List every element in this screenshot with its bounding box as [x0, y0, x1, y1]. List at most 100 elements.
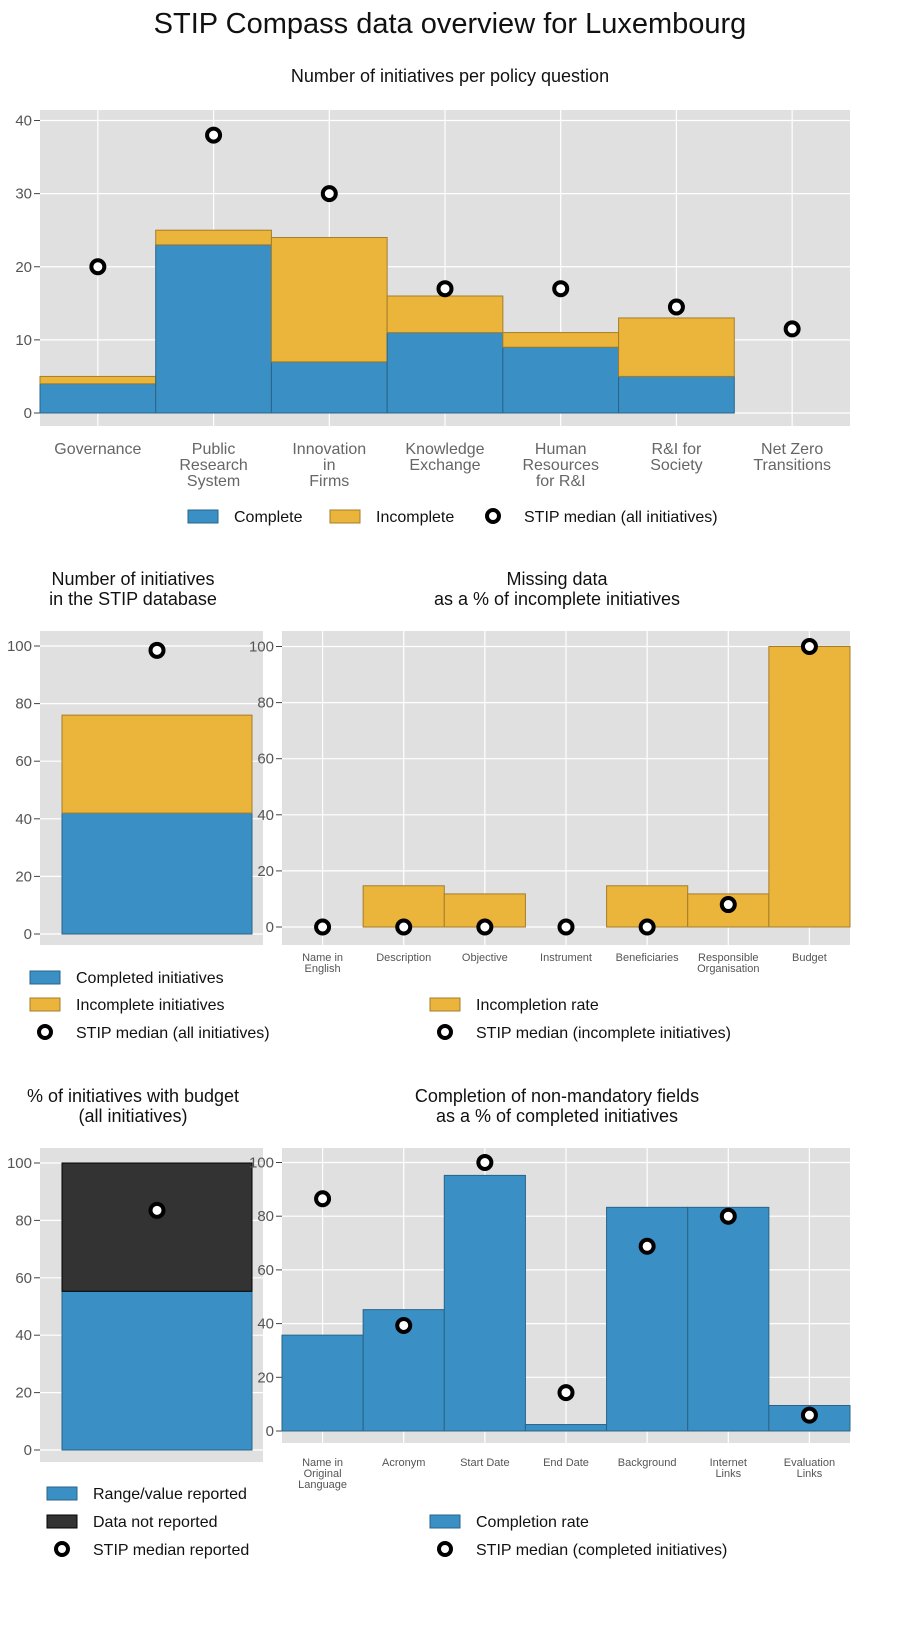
policy-category-label-line: for R&I: [536, 473, 586, 490]
total-legend-label: Incomplete initiatives: [76, 997, 225, 1014]
policy-legend-label: STIP median (all initiatives): [524, 509, 718, 526]
missing-median-marker: [476, 918, 494, 936]
missing-category-label-line: Budget: [792, 952, 827, 964]
total-legend-label: STIP median (all initiatives): [76, 1025, 270, 1042]
completion-chart: Completion of non-mandatory fields as a %…: [249, 1086, 851, 1559]
policy-category-label-line: Resources: [522, 457, 598, 474]
policy-category-label: Net Zero Transitions: [753, 441, 831, 474]
total-ytick-label: 0: [24, 926, 32, 943]
completion-category-label-line: Internet: [710, 1457, 747, 1469]
policy-bar-incomplete: [502, 332, 620, 348]
completion-title: Completion of non-mandatory fields as a %…: [415, 1086, 699, 1126]
completion-category-label: Internet Links: [710, 1457, 747, 1480]
missing-ytick-label: 60: [257, 751, 274, 768]
completion-category-label: End Date: [543, 1457, 589, 1469]
completion-bar-completion-rate: [524, 1424, 608, 1432]
policy-bar-incomplete: [618, 317, 735, 377]
page-title: STIP Compass data overview for Luxembour…: [153, 8, 747, 40]
total-title-line: in the STIP database: [49, 589, 217, 609]
budget-legend-swatch: [46, 1486, 78, 1501]
missing-legend-label: Incompletion rate: [476, 997, 599, 1014]
total-ytick-label: 20: [15, 868, 32, 885]
policy-median-marker: [89, 258, 107, 276]
missing-category-label-line: Objective: [462, 952, 508, 964]
budget-ytick-label: 80: [15, 1212, 32, 1229]
missing-category-label-line: Responsible: [698, 952, 759, 964]
budget-legend-label: Range/value reported: [93, 1486, 247, 1503]
policy-bar-complete: [39, 383, 157, 414]
completion-median-marker: [476, 1154, 494, 1171]
policy-bar-complete: [618, 375, 735, 414]
missing-category-label-line: Name in: [302, 952, 343, 964]
completion-legend-label: Completion rate: [476, 1514, 589, 1531]
budget-ytick-label: 60: [15, 1270, 32, 1287]
budget-bar-data-not-reported: [61, 1162, 253, 1292]
policy-median-marker: [320, 185, 338, 203]
budget-legend-median-marker: [54, 1541, 70, 1557]
policy-ytick-label: 40: [15, 113, 32, 130]
completion-ytick-label: 0: [266, 1423, 274, 1440]
total-bar-incomplete-initiatives: [61, 714, 253, 814]
policy-category-label-line: Society: [650, 457, 702, 474]
budget-bar-range-value-reported: [61, 1290, 253, 1451]
policy-category-label: Governance: [54, 441, 141, 458]
policy-ytick-label: 20: [15, 259, 32, 276]
budget-ytick-label: 20: [15, 1385, 32, 1402]
completion-median-marker: [395, 1316, 413, 1334]
completion-category-label: Evaluation Links: [784, 1457, 835, 1480]
policy-bar-complete: [155, 244, 272, 414]
completion-category-label-line: Start Date: [460, 1457, 510, 1469]
missing-title-line: Missing data: [506, 569, 608, 589]
completion-category-label-line: Links: [797, 1468, 823, 1480]
completion-bar-completion-rate: [443, 1174, 526, 1432]
total-title: Number of initiatives in the STIP databas…: [49, 569, 217, 609]
policy-ytick-label: 10: [15, 332, 32, 349]
policy-category-label: Innovation in Firms: [292, 441, 366, 490]
missing-category-label: Instrument: [540, 952, 592, 964]
completion-category-label-line: Evaluation: [784, 1457, 835, 1469]
budget-title-line: (all initiatives): [78, 1106, 187, 1126]
missing-legend-label: STIP median (incomplete initiatives): [476, 1025, 731, 1042]
budget-chart: % of initiatives with budget (all initiat…: [7, 1086, 263, 1559]
budget-ytick-label: 100: [7, 1155, 32, 1172]
completion-ytick-label: 60: [257, 1262, 274, 1279]
completion-title-line: as a % of completed initiatives: [436, 1106, 678, 1126]
missing-category-label: Description: [376, 952, 431, 964]
policy-median-marker: [667, 298, 685, 316]
policy-median-marker: [552, 280, 570, 298]
missing-median-marker: [395, 918, 413, 936]
missing-category-label-line: Beneficiaries: [616, 952, 679, 964]
policy-category-label-line: R&I for: [652, 441, 702, 458]
missing-bar-incompletion-rate: [606, 885, 689, 928]
policy-category-label-line: Transitions: [753, 457, 831, 474]
budget-legend-label: STIP median reported: [93, 1542, 249, 1559]
policy-category-label-line: Knowledge: [405, 441, 484, 458]
completion-median-marker: [314, 1190, 332, 1208]
missing-legend-median-marker: [437, 1024, 453, 1040]
missing-category-label: Responsible Organisation: [697, 952, 759, 975]
completion-bar-completion-rate: [687, 1206, 770, 1432]
completion-category-label-line: Name in: [302, 1457, 343, 1469]
total-legend-swatch: [29, 997, 61, 1012]
policy-bar-incomplete: [386, 295, 504, 334]
missing-category-label: Beneficiaries: [616, 952, 679, 964]
missing-median-marker: [638, 918, 656, 936]
budget-legend-swatch: [46, 1514, 78, 1529]
completion-bar-completion-rate: [281, 1334, 364, 1432]
policy-bar-incomplete: [155, 229, 272, 246]
total-median-marker: [148, 641, 166, 659]
policy-category-label-line: Innovation: [292, 441, 366, 458]
completion-category-label: Start Date: [460, 1457, 510, 1469]
missing-title: Missing data as a % of incomplete initiat…: [434, 569, 680, 609]
completion-category-label-line: Links: [715, 1468, 741, 1480]
policy-median-marker: [783, 320, 801, 338]
policy-legend-swatch: [187, 509, 219, 524]
completion-category-label-line: Acronym: [382, 1457, 425, 1469]
missing-category-label: Name in English: [302, 952, 343, 975]
completion-median-marker: [800, 1406, 818, 1424]
budget-median-marker: [148, 1201, 166, 1219]
missing-median-marker: [719, 896, 737, 914]
missing-category-label-line: Instrument: [540, 952, 592, 964]
completion-category-label-line: Background: [618, 1457, 677, 1469]
